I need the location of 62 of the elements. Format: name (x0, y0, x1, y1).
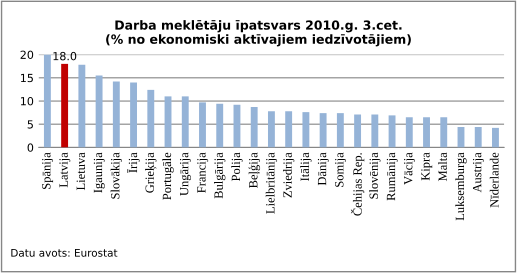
y-tick-label: 15 (20, 74, 33, 82)
bar (371, 114, 378, 148)
y-tick-label: 10 (20, 96, 34, 106)
x-tick-label: Luksemburga (455, 152, 467, 220)
x-tick-label: Austrija (472, 152, 484, 192)
bar (492, 128, 499, 148)
x-tick-label: Zviedrija (282, 152, 294, 198)
x-tick-label: Lielbritānija (266, 152, 278, 214)
bar (250, 107, 258, 148)
x-tick-label: Īrija (127, 152, 140, 173)
bar (285, 111, 292, 148)
x-tick-label: Rumānija (386, 152, 398, 201)
bar (96, 75, 103, 148)
bar (406, 117, 413, 148)
x-tick-label: Spānija (42, 152, 54, 189)
x-tick-label: Somija (335, 152, 346, 187)
bar (268, 111, 275, 148)
x-tick-label: Malta (438, 152, 447, 182)
x-tick-label: Lietuva (76, 152, 85, 190)
bar (354, 114, 362, 148)
x-tick-label: Itālija (300, 152, 312, 181)
x-tick-label: Slovākija (110, 152, 122, 199)
bar (423, 117, 430, 148)
bar (130, 82, 138, 148)
bar (320, 113, 327, 148)
bar (164, 96, 172, 148)
bar (61, 64, 68, 148)
x-tick-label: Francija (197, 152, 208, 193)
x-tick-label: Bulgārija (214, 152, 226, 198)
bar (182, 96, 189, 148)
x-tick-label: Ungārija (180, 152, 191, 196)
x-tick-label: Vācija (404, 152, 415, 185)
x-tick-label: Portugāle (162, 152, 174, 200)
x-tick-label: Slovēnija (369, 152, 380, 199)
x-tick-label: Polija (231, 152, 243, 182)
chart-title: Darba meklētāju īpatsvars 2010.g. 3.cet. (% no ekonomiski aktīvajiem iedzīvotājiem) (106, 20, 411, 46)
bar (336, 113, 344, 148)
bar (440, 117, 448, 148)
text: Datu avots: Eurostat (11, 249, 118, 257)
y-tick-label: 0 (28, 143, 34, 152)
x-tick-label: Dānija (318, 152, 329, 186)
x-tick-label: Kipra (421, 152, 432, 180)
bar (388, 115, 396, 148)
x-tick-label: Latvija (59, 152, 70, 188)
bar (216, 104, 224, 148)
x-tick-label: Grieķija (145, 152, 156, 193)
bar (302, 112, 310, 148)
x-tick-label: Nīderlande (490, 152, 499, 208)
bar (234, 104, 240, 148)
y-tick-label: 5 (28, 120, 33, 129)
y-tick-label: 20 (20, 50, 34, 59)
bar (199, 102, 206, 148)
bar (147, 90, 154, 148)
bar (44, 54, 51, 148)
x-tick-label: Beļģija (248, 152, 260, 188)
data-label: 18.0 (53, 52, 76, 60)
bar (78, 64, 86, 148)
bar (458, 127, 464, 148)
bar (474, 127, 482, 148)
x-tick-label: Igaunija (94, 152, 105, 193)
bar (112, 82, 120, 148)
x-tick-label: Čehijas Rep. (350, 153, 364, 216)
